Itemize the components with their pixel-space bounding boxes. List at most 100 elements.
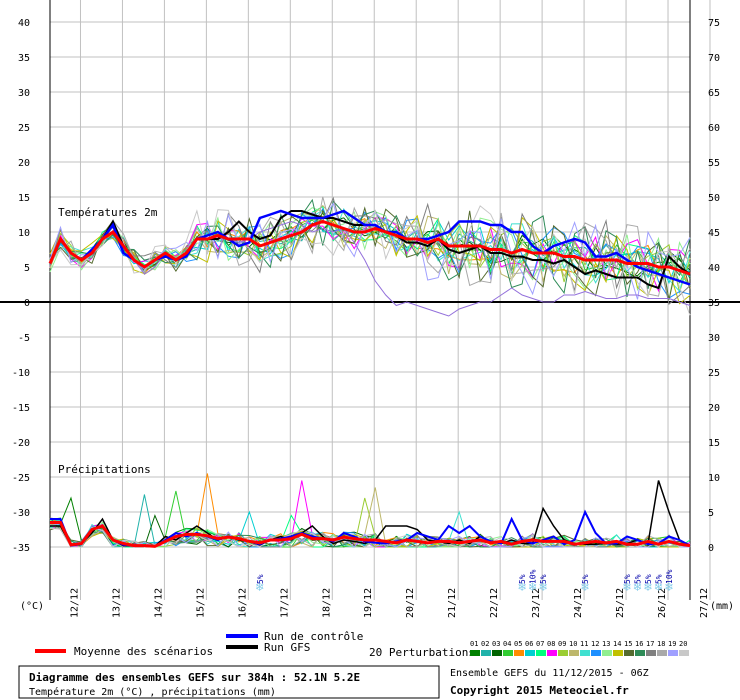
perturbation-swatch [492, 650, 502, 656]
snowflake-icon: ❄ [517, 580, 526, 595]
legend-gfs-label: Run GFS [264, 641, 310, 654]
right-tick-label: 50 [708, 193, 720, 204]
perturbation-swatch [591, 650, 601, 656]
perturbation-swatch [525, 650, 535, 656]
snow-probability-label: 5% [518, 574, 527, 584]
snow-markers: ❄5%❄5%❄10%❄5%❄5%❄5%❄5%❄5%❄5%❄10% [255, 569, 674, 595]
snowflake-icon: ❄ [580, 580, 589, 595]
snow-probability-label: 5% [256, 574, 265, 584]
x-tick-label: 19/12 [363, 588, 374, 618]
perturbation-swatch [679, 650, 689, 656]
right-axis-unit: (mm) [710, 601, 734, 612]
x-tick-label: 15/12 [195, 588, 206, 618]
perturbation-number: 09 [558, 640, 566, 648]
perturbation-swatch [547, 650, 557, 656]
x-tick-label: 13/12 [111, 588, 122, 618]
temperature-perturbation-line [49, 196, 691, 306]
perturbation-number: 08 [547, 640, 555, 648]
temperature-perturbation-line [49, 214, 691, 305]
left-tick-label: -5 [18, 333, 30, 344]
perturbation-swatch [580, 650, 590, 656]
snow-probability-label: 5% [634, 574, 643, 584]
info-box [18, 665, 440, 699]
snowflake-icon: ❄ [633, 580, 642, 595]
left-axis: 40 35 30 25 20 15 10 5 0 -5 -10 -15 -20 -25 -30 -35 [12, 18, 30, 554]
perturbation-swatch [514, 650, 524, 656]
left-tick-label: 10 [18, 228, 30, 239]
x-tick-label: 27/12 [699, 588, 710, 618]
right-tick-label: 70 [708, 53, 720, 64]
legend-perturbation-swatches: 01 02 03 04 05 06 07 08 09 10 11 12 13 14 15 16 17 18 19 20 [470, 640, 689, 656]
perturbation-number: 11 [580, 640, 588, 648]
right-tick-label: 65 [708, 88, 720, 99]
right-tick-label: 45 [708, 228, 720, 239]
right-tick-label: 55 [708, 158, 720, 169]
x-tick-label: 12/12 [69, 588, 80, 618]
perturbation-number: 05 [514, 640, 522, 648]
perturbation-number: 19 [668, 640, 676, 648]
right-tick-label: 30 [708, 333, 720, 344]
perturbation-swatch [657, 650, 667, 656]
legend-control-label: Run de contrôle [264, 630, 363, 643]
x-tick-label: 21/12 [447, 588, 458, 618]
right-tick-label: 20 [708, 403, 720, 414]
left-tick-label: -20 [12, 438, 30, 449]
x-tick-label: 22/12 [489, 588, 500, 618]
x-tick-label: 18/12 [321, 588, 332, 618]
right-tick-label: 35 [708, 298, 720, 309]
perturbation-number: 10 [569, 640, 577, 648]
temperature-perturbation-line [49, 196, 691, 297]
left-tick-label: 40 [18, 18, 30, 29]
perturbation-swatch [613, 650, 623, 656]
left-tick-label: 25 [18, 123, 30, 134]
perturbation-swatch [668, 650, 678, 656]
temperature-section-label: Températures 2m [58, 206, 158, 219]
precipitation-section-label: Précipitations [58, 463, 151, 476]
snowflake-icon: ❄ [622, 580, 631, 595]
right-tick-label: 40 [708, 263, 720, 274]
right-tick-label: 25 [708, 368, 720, 379]
perturbation-number: 04 [503, 640, 511, 648]
perturbation-number: 12 [591, 640, 599, 648]
perturbation-number: 01 [470, 640, 478, 648]
snow-probability-label: 5% [623, 574, 632, 584]
perturbation-number: 20 [679, 640, 687, 648]
left-tick-label: -15 [12, 403, 30, 414]
snow-probability-label: 5% [655, 574, 664, 584]
left-tick-label: 35 [18, 53, 30, 64]
snow-probability-label: 5% [581, 574, 590, 584]
snowflake-icon: ❄ [654, 580, 663, 595]
snowflake-icon: ❄ [528, 580, 537, 595]
snow-probability-label: 5% [539, 574, 548, 584]
info-box-subtitle: Température 2m (°C) , précipitations (mm… [29, 686, 276, 698]
right-tick-label: 75 [708, 18, 720, 29]
main-series [48, 209, 691, 548]
perturbation-swatch [569, 650, 579, 656]
perturbation-number: 17 [646, 640, 654, 648]
x-tick-label: 25/12 [615, 588, 626, 618]
left-tick-label: -25 [12, 473, 30, 484]
legend-mean-label: Moyenne des scénarios [74, 645, 213, 658]
snow-probability-label: 5% [644, 574, 653, 584]
perturbation-number: 06 [525, 640, 533, 648]
perturbation-number: 03 [492, 640, 500, 648]
right-tick-label: 5 [708, 508, 714, 519]
perturbation-number: 07 [536, 640, 544, 648]
snow-probability-label: 10% [529, 569, 538, 584]
precipitation-mean-line [50, 521, 691, 548]
perturbation-number: 13 [602, 640, 610, 648]
perturbation-swatch [470, 650, 480, 656]
temperature-mean-line [48, 219, 691, 276]
perturbation-swatch [481, 650, 491, 656]
left-tick-label: -10 [12, 368, 30, 379]
x-axis: 12/12 13/12 14/12 15/12 16/12 17/12 18/12 19/12… [69, 588, 710, 618]
temperature-perturbation-line [49, 206, 691, 300]
x-tick-label: 17/12 [279, 588, 290, 618]
right-tick-label: 15 [708, 438, 720, 449]
x-tick-label: 14/12 [153, 588, 164, 618]
left-tick-label: 15 [18, 193, 30, 204]
left-tick-label: 20 [18, 158, 30, 169]
perturbation-swatch [558, 650, 568, 656]
